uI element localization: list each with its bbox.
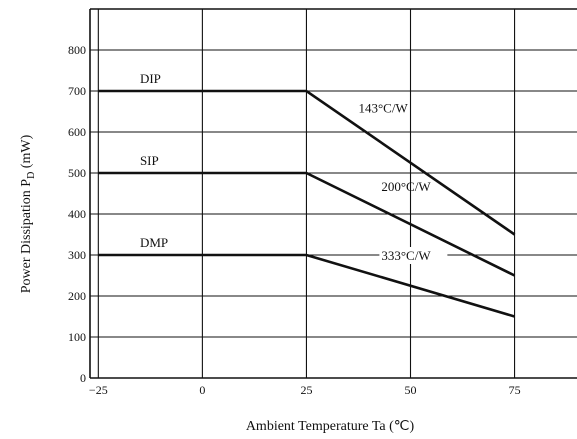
x-tick-label-25: 25 [300, 383, 312, 397]
annotation-dmp: 333°C/W [381, 248, 431, 263]
grid-layer [90, 9, 577, 378]
y-tick-label-0: 0 [80, 371, 86, 385]
labels-layer: DIP SIP DMP 143°C/W 200°C/W 333°C/W [140, 71, 448, 264]
x-tick-label-0: 0 [199, 383, 205, 397]
series-line-sip [98, 171, 516, 277]
y-tick-label-400: 400 [68, 207, 86, 221]
y-axis-title-main: Power Dissipation P [19, 179, 34, 294]
series-label-sip: SIP [140, 153, 159, 168]
series-line-dmp [98, 253, 515, 318]
series-label-dip: DIP [140, 71, 161, 86]
x-tick-label-75: 75 [509, 383, 521, 397]
series-layer [98, 89, 516, 318]
y-axis-title-unit: (mW) [19, 134, 34, 171]
series-label-dmp: DMP [140, 235, 168, 250]
y-tick-label-300: 300 [68, 248, 86, 262]
x-axis-title: Ambient Temperature Ta (℃) [246, 419, 415, 434]
y-tick-label-500: 500 [68, 166, 86, 180]
series-line-dip [98, 89, 516, 236]
annotation-dip: 143°C/W [358, 100, 408, 115]
x-tick-label-50: 50 [405, 383, 417, 397]
y-tick-label-100: 100 [68, 330, 86, 344]
annotation-sip: 200°C/W [381, 179, 431, 194]
plot-frame [89, 8, 577, 379]
y-tick-label-700: 700 [68, 84, 86, 98]
y-axis-title: Power Dissipation PD (mW) [19, 134, 37, 293]
y-tick-label-200: 200 [68, 289, 86, 303]
y-axis-title-subscript: D [26, 172, 37, 179]
x-tick-label-neg25: −25 [89, 383, 108, 397]
y-tick-label-600: 600 [68, 125, 86, 139]
y-tick-label-800: 800 [68, 43, 86, 57]
annotation-bg-dmp [379, 247, 448, 264]
